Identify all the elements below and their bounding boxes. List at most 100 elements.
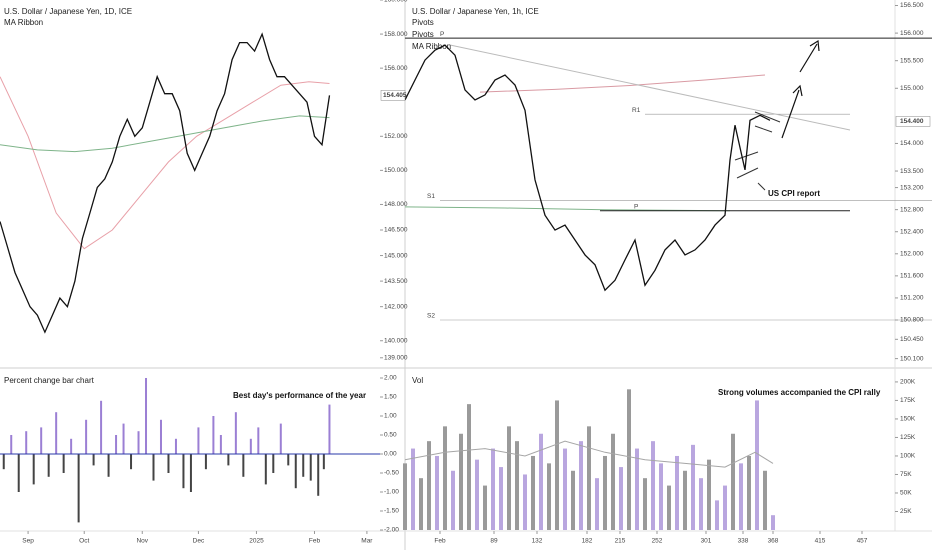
x-tick-label: Mar (361, 538, 373, 545)
y-tick-label: 155.000 (900, 85, 924, 92)
y-tick-label: -2.00 (384, 527, 399, 534)
indicator-label: MA Ribbon (4, 18, 43, 27)
volume-ma (404, 440, 774, 468)
percent-bar (137, 431, 140, 454)
x-tick-label: Feb (434, 538, 446, 545)
volume-bar (531, 455, 535, 530)
percent-bar (242, 453, 245, 477)
y-tick-label: 75K (900, 471, 912, 478)
volume-bar (411, 448, 415, 530)
y-tick-label: 153.500 (900, 168, 924, 175)
volume-bar (763, 470, 767, 530)
volume-bar (651, 441, 655, 530)
percent-bar (70, 438, 73, 454)
x-tick-label: 89 (490, 538, 498, 545)
y-tick-label: 125K (900, 434, 916, 441)
y-tick-label: -1.50 (384, 508, 399, 515)
y-tick-label: 155.500 (900, 57, 924, 64)
percent-bar (309, 453, 312, 481)
x-tick-label: Oct (79, 538, 89, 545)
x-tick-label: 215 (615, 538, 626, 545)
y-tick-label: 152.000 (384, 133, 408, 140)
y-tick-label: 152.800 (900, 206, 924, 213)
volume-bar (475, 459, 479, 530)
volume-bar (579, 441, 583, 530)
volume-bar (419, 478, 423, 530)
x-tick-label: 457 (857, 538, 868, 545)
volume-bar (491, 448, 495, 530)
annotation: Strong volumes accompanied the CPI rally (718, 388, 881, 397)
price-line (0, 32, 331, 334)
volume-bar (451, 470, 455, 530)
percent-bar (115, 434, 118, 454)
pivot-label: P (440, 31, 444, 38)
volume-bar (699, 478, 703, 530)
y-tick-label: 139.000 (384, 354, 408, 361)
volume-bar (667, 485, 671, 530)
percent-bar (287, 453, 290, 466)
x-tick-label: Nov (136, 538, 148, 545)
x-tick-label: 132 (532, 538, 543, 545)
y-tick-label: 143.500 (384, 278, 408, 285)
y-tick-label: 1.50 (384, 394, 397, 401)
percent-bar (55, 412, 58, 454)
y-tick-label: 160.000 (384, 0, 408, 4)
percent-bar (25, 431, 28, 454)
price-marker-bg (895, 116, 931, 127)
volume-bar (755, 400, 759, 530)
volume-bar (659, 463, 663, 530)
y-tick-label: 2.00 (384, 375, 397, 382)
volume-bar (467, 404, 471, 530)
volume-bar (611, 433, 615, 530)
y-tick-label: 25K (900, 508, 912, 515)
y-tick-label: -0.50 (384, 470, 399, 477)
callout-line (757, 182, 766, 191)
x-tick-label: 338 (738, 538, 749, 545)
volume-bar (499, 467, 503, 530)
trend-line (449, 44, 851, 131)
y-tick-label: 1.00 (384, 413, 397, 420)
flag-line (736, 167, 759, 179)
pane-title: Vol (412, 376, 423, 385)
y-tick-label: 140.000 (384, 337, 408, 344)
percent-bar (294, 453, 297, 489)
y-tick-label: 150.000 (384, 167, 408, 174)
y-tick-label: 175K (900, 397, 916, 404)
volume-bar (635, 448, 639, 530)
volume-bar (555, 400, 559, 530)
y-tick-label: 158.000 (384, 31, 408, 38)
volume-bar (587, 426, 591, 530)
flag-line (754, 111, 781, 123)
pane-title: Percent change bar chart (4, 376, 95, 385)
y-tick-label: 145.000 (384, 252, 408, 259)
percent-bar (145, 377, 148, 454)
y-tick-label: 156.000 (900, 30, 924, 37)
volume-bar (427, 441, 431, 530)
volume-bar (459, 433, 463, 530)
percent-bar (40, 427, 43, 454)
annotation: US CPI report (768, 189, 820, 198)
y-tick-label: 150.800 (900, 317, 924, 324)
x-tick-label: Sep (22, 538, 34, 545)
percent-bar (182, 453, 185, 489)
y-tick-label: 0.50 (384, 432, 397, 439)
indicator-label: Pivots (412, 30, 434, 39)
y-tick-label: 151.600 (900, 273, 924, 280)
y-tick-label: 100K (900, 453, 916, 460)
volume-bar (483, 485, 487, 530)
volume-bar (539, 433, 543, 530)
percent-bar (272, 453, 275, 473)
y-tick-label: 200K (900, 379, 916, 386)
y-tick-label: 156.000 (384, 65, 408, 72)
y-tick-label: 151.200 (900, 295, 924, 302)
price-marker: 154.405 (383, 92, 407, 99)
percent-bar (77, 453, 80, 523)
percent-bar (85, 419, 88, 454)
y-tick-label: 150.450 (900, 336, 924, 343)
volume-bar (515, 441, 519, 530)
volume-bar (507, 426, 511, 530)
volume-bar (715, 500, 719, 530)
volume-bar (691, 444, 695, 530)
percent-bar (100, 400, 103, 454)
